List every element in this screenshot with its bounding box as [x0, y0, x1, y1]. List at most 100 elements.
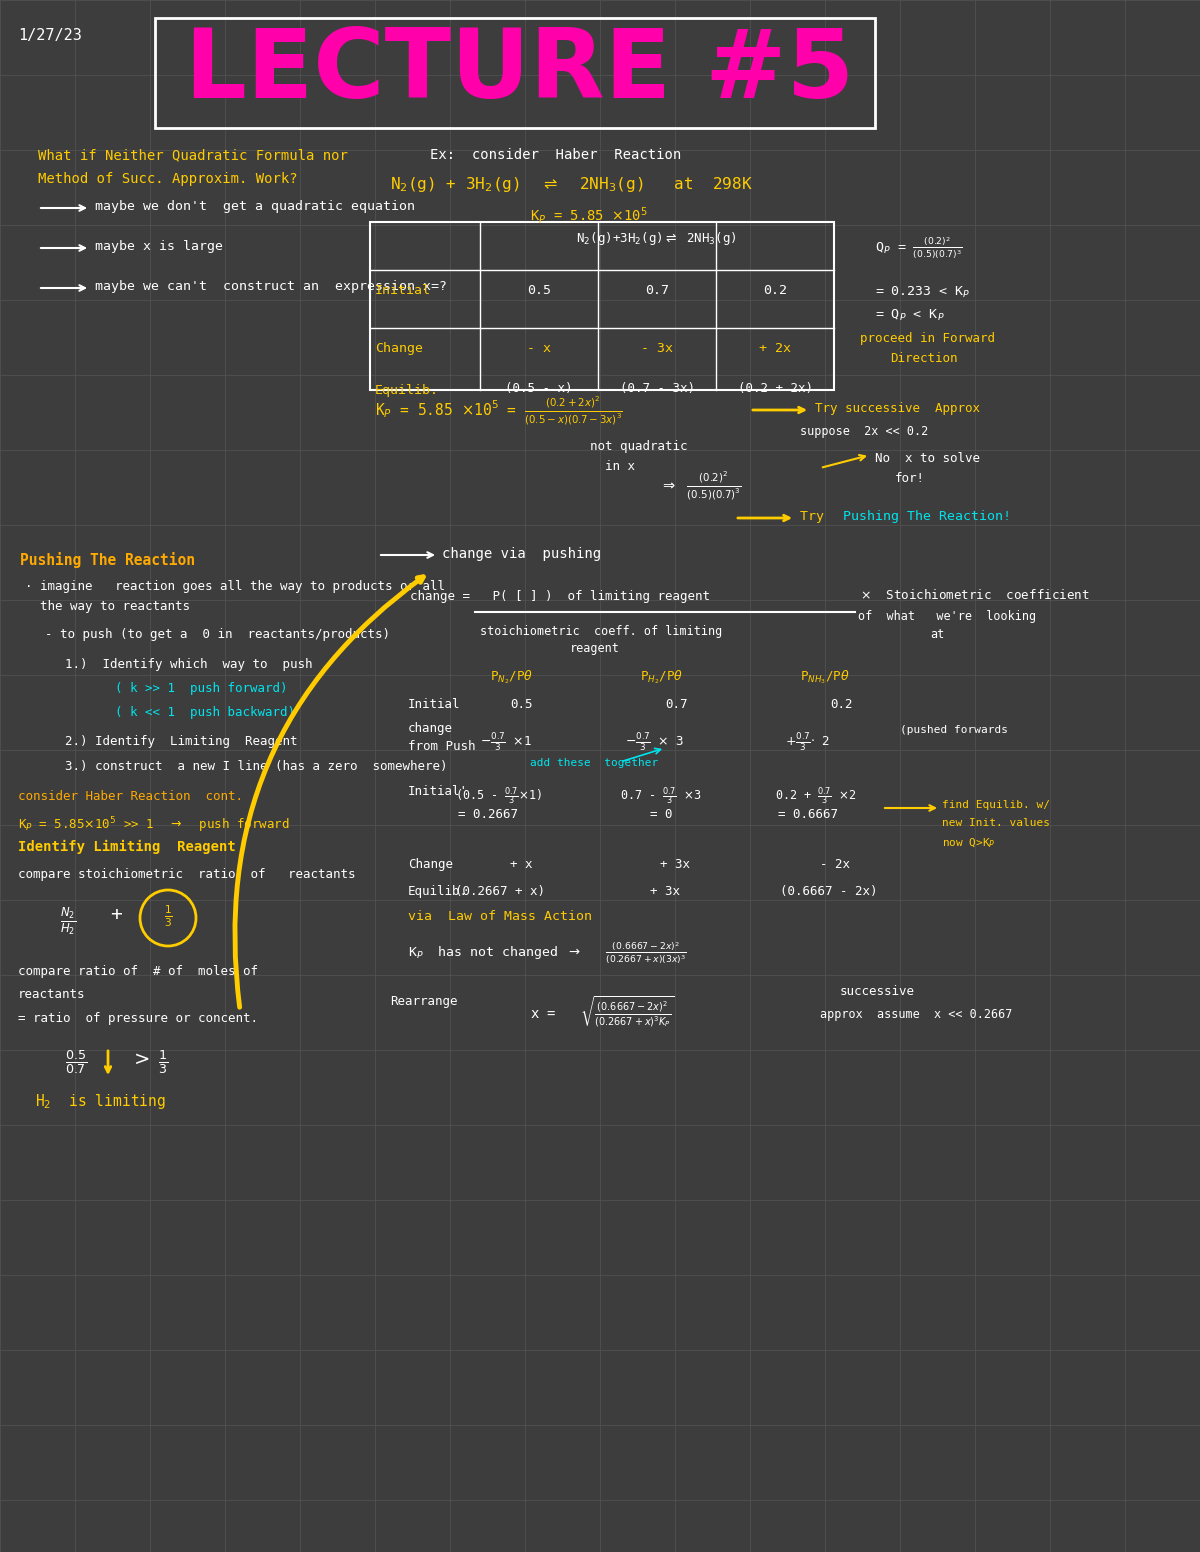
Text: new Init. values: new Init. values: [942, 818, 1050, 829]
Text: the way to reactants: the way to reactants: [25, 601, 190, 613]
Text: (0.2 + 2x): (0.2 + 2x): [738, 382, 812, 396]
Text: + x: + x: [510, 858, 533, 871]
Text: K$_P$ = 5.85 $\times$10$^5$: K$_P$ = 5.85 $\times$10$^5$: [530, 205, 648, 227]
Text: N$_2$(g)+3H$_2$(g)$\rightleftharpoons$ 2NH$_3$(g): N$_2$(g)+3H$_2$(g)$\rightleftharpoons$ 2…: [576, 230, 737, 247]
Text: P$_{N_2}$/P$\theta$: P$_{N_2}$/P$\theta$: [490, 667, 533, 686]
Text: Q$_P$ = $\frac{(0.2)^2}{(0.5)(0.7)^3}$: Q$_P$ = $\frac{(0.2)^2}{(0.5)(0.7)^3}$: [875, 234, 962, 261]
Text: K$_P$ = 5.85$\times$10$^5$ >> 1  $\rightarrow$  push forward: K$_P$ = 5.85$\times$10$^5$ >> 1 $\righta…: [18, 815, 289, 835]
Text: - to push (to get a  0 in  reactants/products): - to push (to get a 0 in reactants/produ…: [30, 629, 390, 641]
Text: 1.)  Identify which  way to  push: 1.) Identify which way to push: [65, 658, 312, 670]
Text: in x: in x: [605, 459, 635, 473]
Text: reagent: reagent: [570, 643, 620, 655]
Text: change via  pushing: change via pushing: [442, 546, 601, 560]
Text: of  what   we're  looking: of what we're looking: [858, 610, 1036, 622]
Text: Initial': Initial': [408, 785, 468, 798]
Text: x =   $\sqrt{\frac{(0.6667-2x)^2}{(0.2667+x)^3 K_P}}$: x = $\sqrt{\frac{(0.6667-2x)^2}{(0.2667+…: [530, 995, 674, 1031]
Text: No  x to solve: No x to solve: [875, 452, 980, 466]
Text: approx  assume  x << 0.2667: approx assume x << 0.2667: [820, 1007, 1013, 1021]
Text: (pushed forwards: (pushed forwards: [900, 725, 1008, 736]
Text: Direction: Direction: [890, 352, 958, 365]
Text: change: change: [408, 722, 454, 736]
Text: +: +: [110, 905, 121, 923]
Text: $\frac{1}{3}$: $\frac{1}{3}$: [163, 903, 173, 928]
Text: $-\frac{0.7}{3}$ $\times$1: $-\frac{0.7}{3}$ $\times$1: [480, 731, 532, 753]
Text: Rearrange: Rearrange: [390, 995, 457, 1007]
Text: add these  together: add these together: [530, 757, 659, 768]
Text: maybe x is large: maybe x is large: [95, 241, 223, 253]
Text: Pushing The Reaction!: Pushing The Reaction!: [842, 511, 1010, 523]
Text: P$_{H_2}$/P$\theta$: P$_{H_2}$/P$\theta$: [640, 667, 683, 686]
Text: maybe we can't  construct an  expression x=?: maybe we can't construct an expression x…: [95, 279, 446, 293]
Text: = 0: = 0: [650, 809, 672, 821]
Text: consider Haber Reaction  cont.: consider Haber Reaction cont.: [18, 790, 242, 802]
Text: Try: Try: [800, 511, 840, 523]
Text: - x: - x: [527, 341, 551, 355]
Text: 0.2: 0.2: [830, 698, 852, 711]
Bar: [155, 19, 875, 127]
Text: Change: Change: [408, 858, 454, 871]
Text: Equilib.: Equilib.: [374, 383, 439, 397]
Text: Initial: Initial: [374, 284, 431, 296]
Text: $-\frac{0.7}{3}$ $\times$ 3: $-\frac{0.7}{3}$ $\times$ 3: [625, 731, 684, 753]
Text: Ex:  consider  Haber  Reaction: Ex: consider Haber Reaction: [430, 147, 682, 161]
Text: 0.7: 0.7: [646, 284, 670, 296]
Text: (0.2667 + x): (0.2667 + x): [455, 885, 545, 899]
Text: for!: for!: [895, 472, 925, 484]
Text: + 3x: + 3x: [650, 885, 680, 899]
Text: 0.5: 0.5: [527, 284, 551, 296]
Text: compare ratio of  # of  moles of: compare ratio of # of moles of: [18, 965, 258, 978]
Text: suppose  2x << 0.2: suppose 2x << 0.2: [800, 425, 929, 438]
Text: $\frac{0.5}{0.7}$: $\frac{0.5}{0.7}$: [65, 1048, 88, 1076]
Text: 2.) Identify  Limiting  Reagent: 2.) Identify Limiting Reagent: [65, 736, 298, 748]
Text: $+\frac{0.7}{3}$$\cdot$ 2: $+\frac{0.7}{3}$$\cdot$ 2: [785, 731, 830, 753]
Text: compare stoichiometric  ratio  of   reactants: compare stoichiometric ratio of reactant…: [18, 868, 355, 882]
Text: What if Neither Quadratic Formula nor: What if Neither Quadratic Formula nor: [38, 147, 348, 161]
Text: = 0.233 < K$_P$: = 0.233 < K$_P$: [875, 286, 971, 300]
Text: + 2x: + 2x: [760, 341, 791, 355]
Bar: [370, 222, 834, 390]
Text: LECTURE #5: LECTURE #5: [186, 25, 854, 118]
Text: $\frac{N_2}{H_2}$: $\frac{N_2}{H_2}$: [60, 905, 77, 936]
Text: Method of Succ. Approxim. Work?: Method of Succ. Approxim. Work?: [38, 172, 298, 186]
Text: Try successive  Approx: Try successive Approx: [815, 402, 980, 414]
Text: K$_P$ = 5.85 $\times$10$^5$ = $\frac{(0.2+2x)^2}{(0.5-x)(0.7-3x)^3}$: K$_P$ = 5.85 $\times$10$^5$ = $\frac{(0.…: [374, 396, 623, 427]
Text: = 0.2667: = 0.2667: [458, 809, 518, 821]
Text: 3.) construct  a new I line (has a zero  somewhere): 3.) construct a new I line (has a zero s…: [65, 760, 448, 773]
Text: change =   P( [ ] )  of limiting reagent: change = P( [ ] ) of limiting reagent: [410, 590, 710, 604]
Text: from Push: from Push: [408, 740, 475, 753]
Text: Pushing The Reaction: Pushing The Reaction: [20, 553, 194, 568]
Text: (0.5 - x): (0.5 - x): [505, 382, 572, 396]
Text: P$_{NH_3}$/P$\theta$: P$_{NH_3}$/P$\theta$: [800, 667, 850, 686]
Text: H$_2$  is limiting: H$_2$ is limiting: [35, 1093, 166, 1111]
Text: $\Rightarrow$ $\frac{(0.2)^2}{(0.5)(0.7)^3}$: $\Rightarrow$ $\frac{(0.2)^2}{(0.5)(0.7)…: [660, 470, 742, 503]
Text: 0.2 + $\frac{0.7}{3}$ $\times$2: 0.2 + $\frac{0.7}{3}$ $\times$2: [775, 785, 857, 807]
Text: find Equilib. w/: find Equilib. w/: [942, 799, 1050, 810]
Text: · imagine   reaction goes all the way to products or all: · imagine reaction goes all the way to p…: [25, 580, 445, 593]
Text: 0.7 - $\frac{0.7}{3}$ $\times$3: 0.7 - $\frac{0.7}{3}$ $\times$3: [620, 785, 702, 807]
Text: $\times$  Stoichiometric  coefficient: $\times$ Stoichiometric coefficient: [860, 588, 1090, 602]
Text: 0.2: 0.2: [763, 284, 787, 296]
Text: Initial: Initial: [408, 698, 461, 711]
Text: proceed in Forward: proceed in Forward: [860, 332, 995, 345]
Text: reactants: reactants: [18, 989, 85, 1001]
Text: $>$: $>$: [130, 1051, 150, 1069]
Text: stoichiometric  coeff. of limiting: stoichiometric coeff. of limiting: [480, 625, 722, 638]
Text: at: at: [930, 629, 944, 641]
Text: = Q$_P$ < K$_P$: = Q$_P$ < K$_P$: [875, 307, 944, 323]
Text: (0.7 - 3x): (0.7 - 3x): [619, 382, 695, 396]
Text: via  Law of Mass Action: via Law of Mass Action: [408, 909, 592, 923]
Text: = 0.6667: = 0.6667: [778, 809, 838, 821]
Text: Equilib.: Equilib.: [408, 885, 468, 899]
Text: 1/27/23: 1/27/23: [18, 28, 82, 43]
Text: (0.5 - $\frac{0.7}{3}$$\times$1): (0.5 - $\frac{0.7}{3}$$\times$1): [455, 785, 542, 807]
Text: $\frac{1}{3}$: $\frac{1}{3}$: [158, 1048, 168, 1076]
Text: 0.5: 0.5: [510, 698, 533, 711]
Text: ( k >> 1  push forward): ( k >> 1 push forward): [115, 681, 288, 695]
Text: - 2x: - 2x: [820, 858, 850, 871]
Text: Change: Change: [374, 341, 424, 355]
Text: = ratio  of pressure or concent.: = ratio of pressure or concent.: [18, 1012, 258, 1024]
Text: + 3x: + 3x: [660, 858, 690, 871]
Text: maybe we don't  get a quadratic equation: maybe we don't get a quadratic equation: [95, 200, 415, 213]
Text: N$_2$(g) + 3H$_2$(g)  $\rightleftharpoons$  2NH$_3$(g)   at  298K: N$_2$(g) + 3H$_2$(g) $\rightleftharpoons…: [390, 175, 752, 194]
Text: (0.6667 - 2x): (0.6667 - 2x): [780, 885, 877, 899]
